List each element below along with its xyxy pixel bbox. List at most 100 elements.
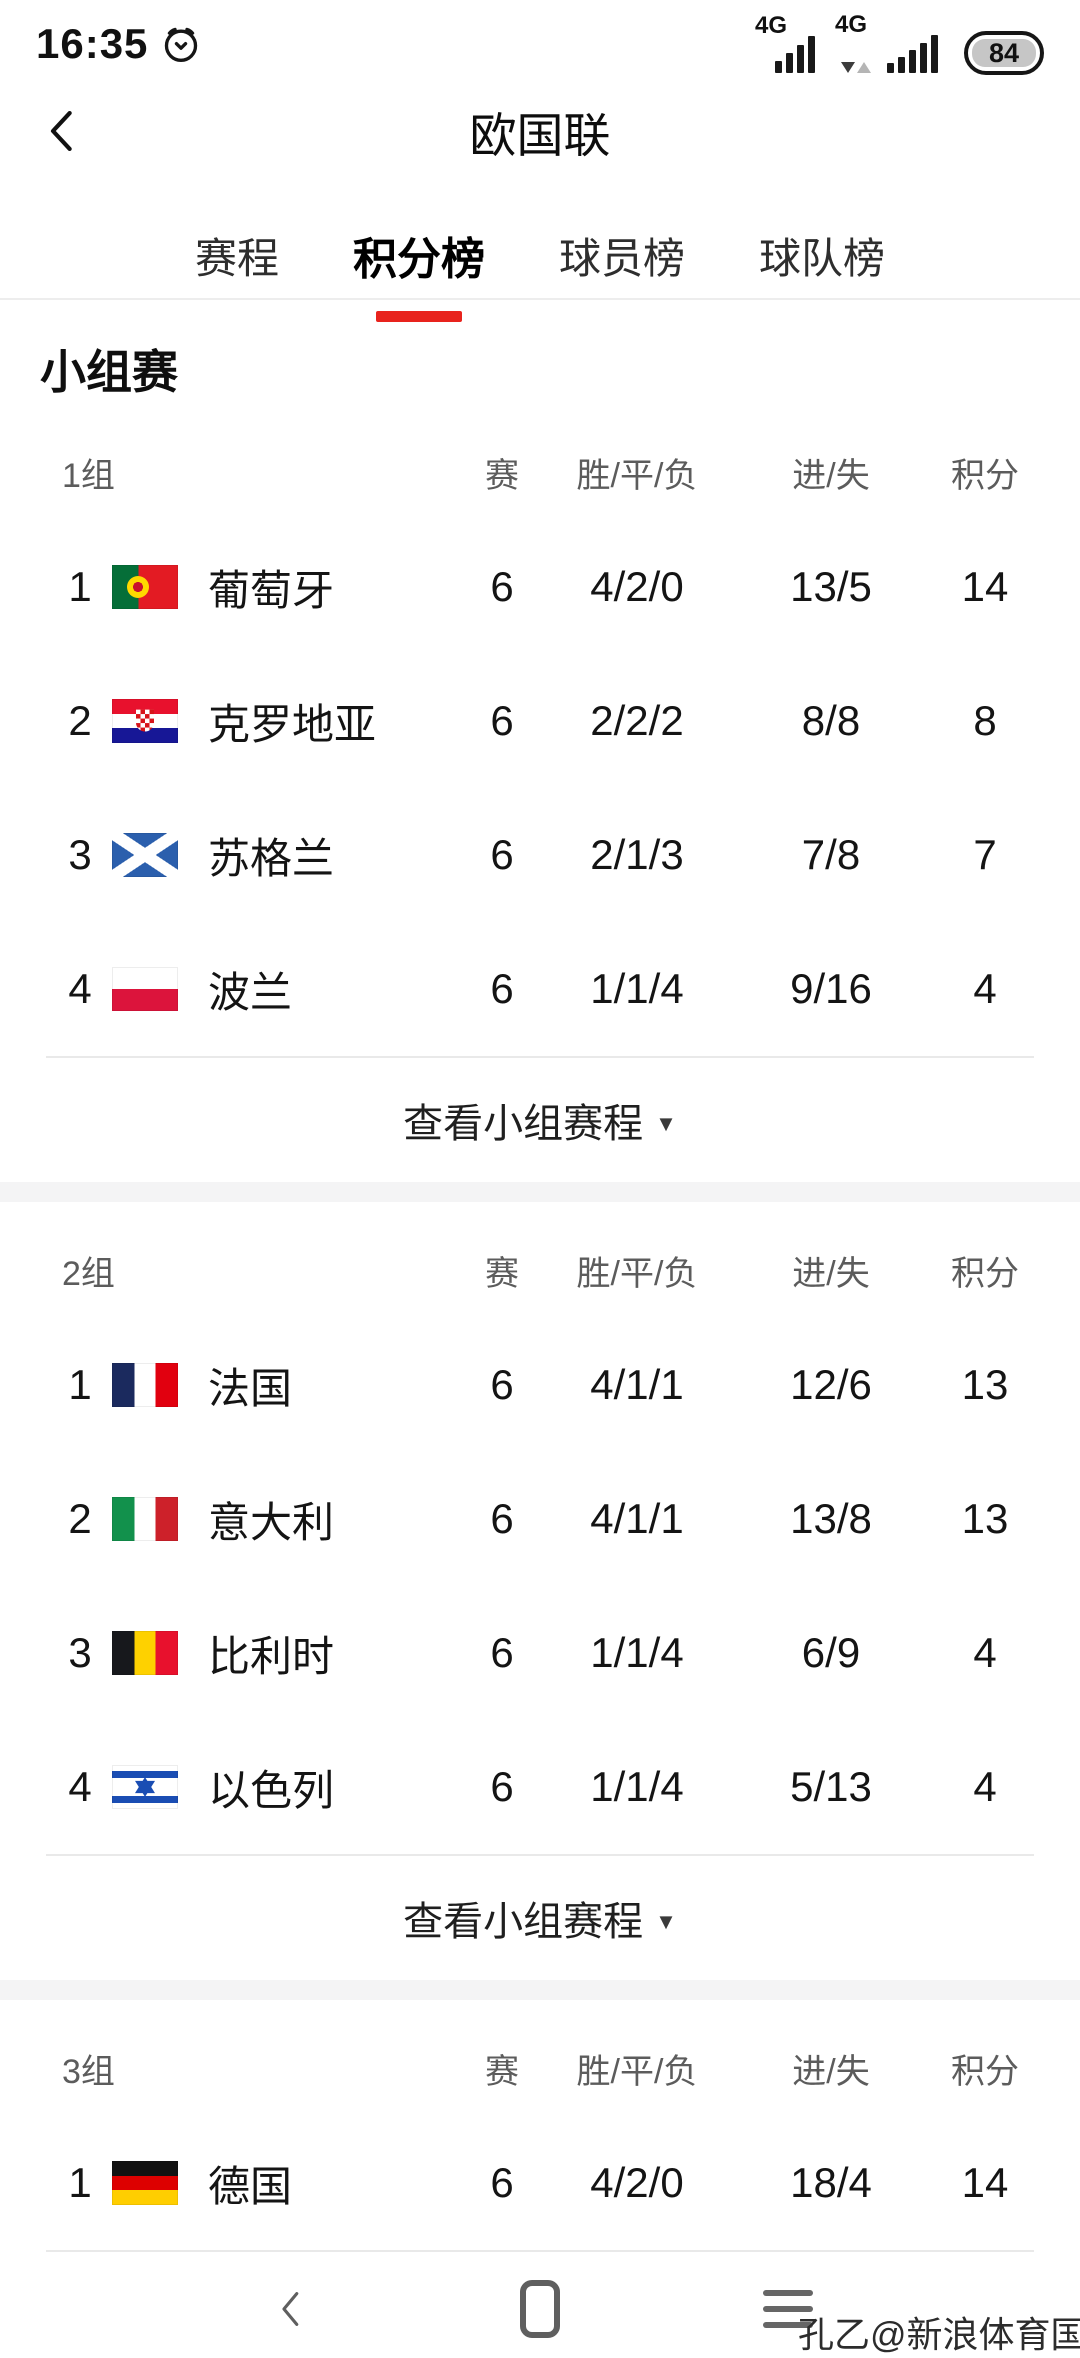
team-win-draw-loss: 1/1/4 (590, 965, 684, 1012)
team-rank: 1 (68, 2159, 92, 2206)
team-name: 比利时 (208, 1632, 335, 1680)
flag-france-icon (112, 1363, 178, 1407)
team-name: 波兰 (208, 968, 293, 1016)
view-group-schedule-link[interactable]: 查看小组赛程 ▼ (40, 1856, 1040, 1980)
alarm-icon (160, 23, 202, 65)
team-points: 13 (961, 1495, 1009, 1542)
team-win-draw-loss: 2/2/2 (590, 697, 684, 744)
flag-italy-icon (112, 1497, 178, 1541)
team-points: 7 (973, 831, 997, 878)
team-played: 6 (490, 563, 514, 610)
group-standings-section: 3组 赛 胜/平/负 进/失 积分 1 德国 6 4/2/0 18/4 14 (40, 2020, 1040, 2252)
team-played: 6 (490, 831, 514, 878)
team-goals-for-against: 13/8 (790, 1495, 872, 1542)
team-points: 14 (961, 563, 1009, 610)
team-played: 6 (490, 965, 514, 1012)
nav-back-button[interactable] (267, 2279, 317, 2339)
team-goals-for-against: 12/6 (790, 1361, 872, 1408)
team-row[interactable]: 1 德国 6 4/2/0 18/4 14 (40, 2116, 1040, 2250)
team-row[interactable]: 2 意大利 6 4/1/1 13/8 13 (40, 1452, 1040, 1586)
page-title: 欧国联 (469, 108, 611, 162)
team-name: 葡萄牙 (208, 566, 335, 614)
clock-time: 16:35 (36, 20, 149, 67)
team-name: 苏格兰 (208, 834, 335, 882)
tab-schedule[interactable]: 赛程 (194, 234, 279, 282)
view-group-schedule-link[interactable]: 查看小组赛程 ▼ (40, 1058, 1040, 1182)
team-points: 4 (973, 1763, 997, 1810)
team-win-draw-loss: 1/1/4 (590, 1763, 684, 1810)
group-divider (0, 1182, 1080, 1202)
team-win-draw-loss: 4/1/1 (590, 1495, 684, 1542)
flag-croatia-icon (112, 699, 178, 743)
flag-portugal-icon (112, 565, 178, 609)
network-type-label: 4G (755, 12, 788, 39)
team-points: 8 (973, 697, 997, 744)
team-played: 6 (490, 2159, 514, 2206)
team-row[interactable]: 2 克罗地亚 6 2/2/2 8/8 8 (40, 654, 1040, 788)
view-group-schedule-label: 查看小组赛程 (403, 1102, 644, 1146)
watermark: 孔乙@新浪体育国内你 (798, 2314, 1080, 2355)
group-rows: 1 葡萄牙 6 4/2/0 13/5 14 2 克罗地亚 6 2/2/2 8/8… (40, 520, 1040, 1056)
team-rank: 2 (68, 697, 92, 744)
team-goals-for-against: 8/8 (801, 697, 861, 744)
tab-player-rankings[interactable]: 球员榜 (558, 234, 685, 282)
group-label: 2组 (62, 1254, 115, 1293)
team-goals-for-against: 18/4 (790, 2159, 872, 2206)
back-button[interactable] (30, 98, 96, 164)
tab-standings[interactable]: 积分榜 (353, 223, 485, 287)
nav-home-icon (520, 2280, 560, 2338)
group-standings-section: 2组 赛 胜/平/负 进/失 积分 1 法国 6 4/1/1 12/6 13 2… (0, 1222, 1080, 2000)
column-header-goals-for-against: 进/失 (792, 1254, 870, 1293)
data-activity-arrows-icon (841, 62, 871, 73)
team-row[interactable]: 4 波兰 6 1/1/4 9/16 4 (40, 922, 1040, 1056)
group-rows: 1 法国 6 4/1/1 12/6 13 2 意大利 6 4/1/1 13/8 … (40, 1318, 1040, 1854)
team-played: 6 (490, 1763, 514, 1810)
flag-israel-icon (112, 1765, 178, 1809)
column-header-played: 赛 (485, 2052, 519, 2091)
team-goals-for-against: 9/16 (790, 965, 872, 1012)
team-row[interactable]: 1 法国 6 4/1/1 12/6 13 (40, 1318, 1040, 1452)
team-points: 4 (973, 1629, 997, 1676)
column-header-points: 积分 (951, 2052, 1019, 2091)
team-goals-for-against: 5/13 (790, 1763, 872, 1810)
column-header-win-draw-loss: 胜/平/负 (576, 2052, 698, 2091)
flag-germany-icon (112, 2161, 178, 2205)
team-goals-for-against: 6/9 (801, 1629, 861, 1676)
group-rows: 1 德国 6 4/2/0 18/4 14 (40, 2116, 1040, 2250)
team-win-draw-loss: 4/1/1 (590, 1361, 684, 1408)
tab-team-rankings[interactable]: 球队榜 (759, 234, 886, 282)
team-name: 克罗地亚 (208, 700, 377, 748)
app-header: 欧国联 (0, 72, 1080, 190)
team-rank: 2 (68, 1495, 92, 1542)
group-label: 3组 (62, 2052, 115, 2091)
team-played: 6 (490, 1361, 514, 1408)
team-row[interactable]: 3 比利时 6 1/1/4 6/9 4 (40, 1586, 1040, 1720)
column-header-played: 赛 (485, 456, 519, 495)
team-played: 6 (490, 1495, 514, 1542)
section-title: 小组赛 (40, 346, 178, 398)
signal-strength-icon-sim1: 4G (755, 12, 815, 73)
team-name: 法国 (208, 1364, 293, 1412)
team-rank: 4 (68, 1763, 92, 1810)
team-goals-for-against: 7/8 (801, 831, 861, 878)
group-label: 1组 (62, 456, 115, 495)
team-points: 14 (961, 2159, 1009, 2206)
view-group-schedule-label: 查看小组赛程 (403, 1900, 644, 1944)
column-header-points: 积分 (951, 1254, 1019, 1293)
divider (46, 1854, 1034, 1856)
team-row[interactable]: 4 以色列 6 1/1/4 5/13 4 (40, 1720, 1040, 1854)
team-points: 13 (961, 1361, 1009, 1408)
team-row[interactable]: 1 葡萄牙 6 4/2/0 13/5 14 (40, 520, 1040, 654)
column-header-win-draw-loss: 胜/平/负 (576, 1254, 698, 1293)
groups-container: 1组 赛 胜/平/负 进/失 积分 1 葡萄牙 6 4/2/0 13/5 14 … (0, 424, 1080, 2252)
chevron-down-icon: ▼ (655, 1909, 677, 1934)
signal-strength-icon-sim2: 4G (835, 11, 938, 73)
flag-poland-icon (112, 967, 178, 1011)
chevron-left-icon (50, 111, 72, 152)
team-row[interactable]: 3 苏格兰 6 2/1/3 7/8 7 (40, 788, 1040, 922)
divider (46, 2250, 1034, 2252)
team-win-draw-loss: 1/1/4 (590, 1629, 684, 1676)
nav-home-button[interactable] (515, 2279, 565, 2339)
nav-recents-button[interactable] (763, 2279, 813, 2339)
tab-bar: 赛程 积分榜 球员榜 球队榜 (0, 190, 1080, 300)
